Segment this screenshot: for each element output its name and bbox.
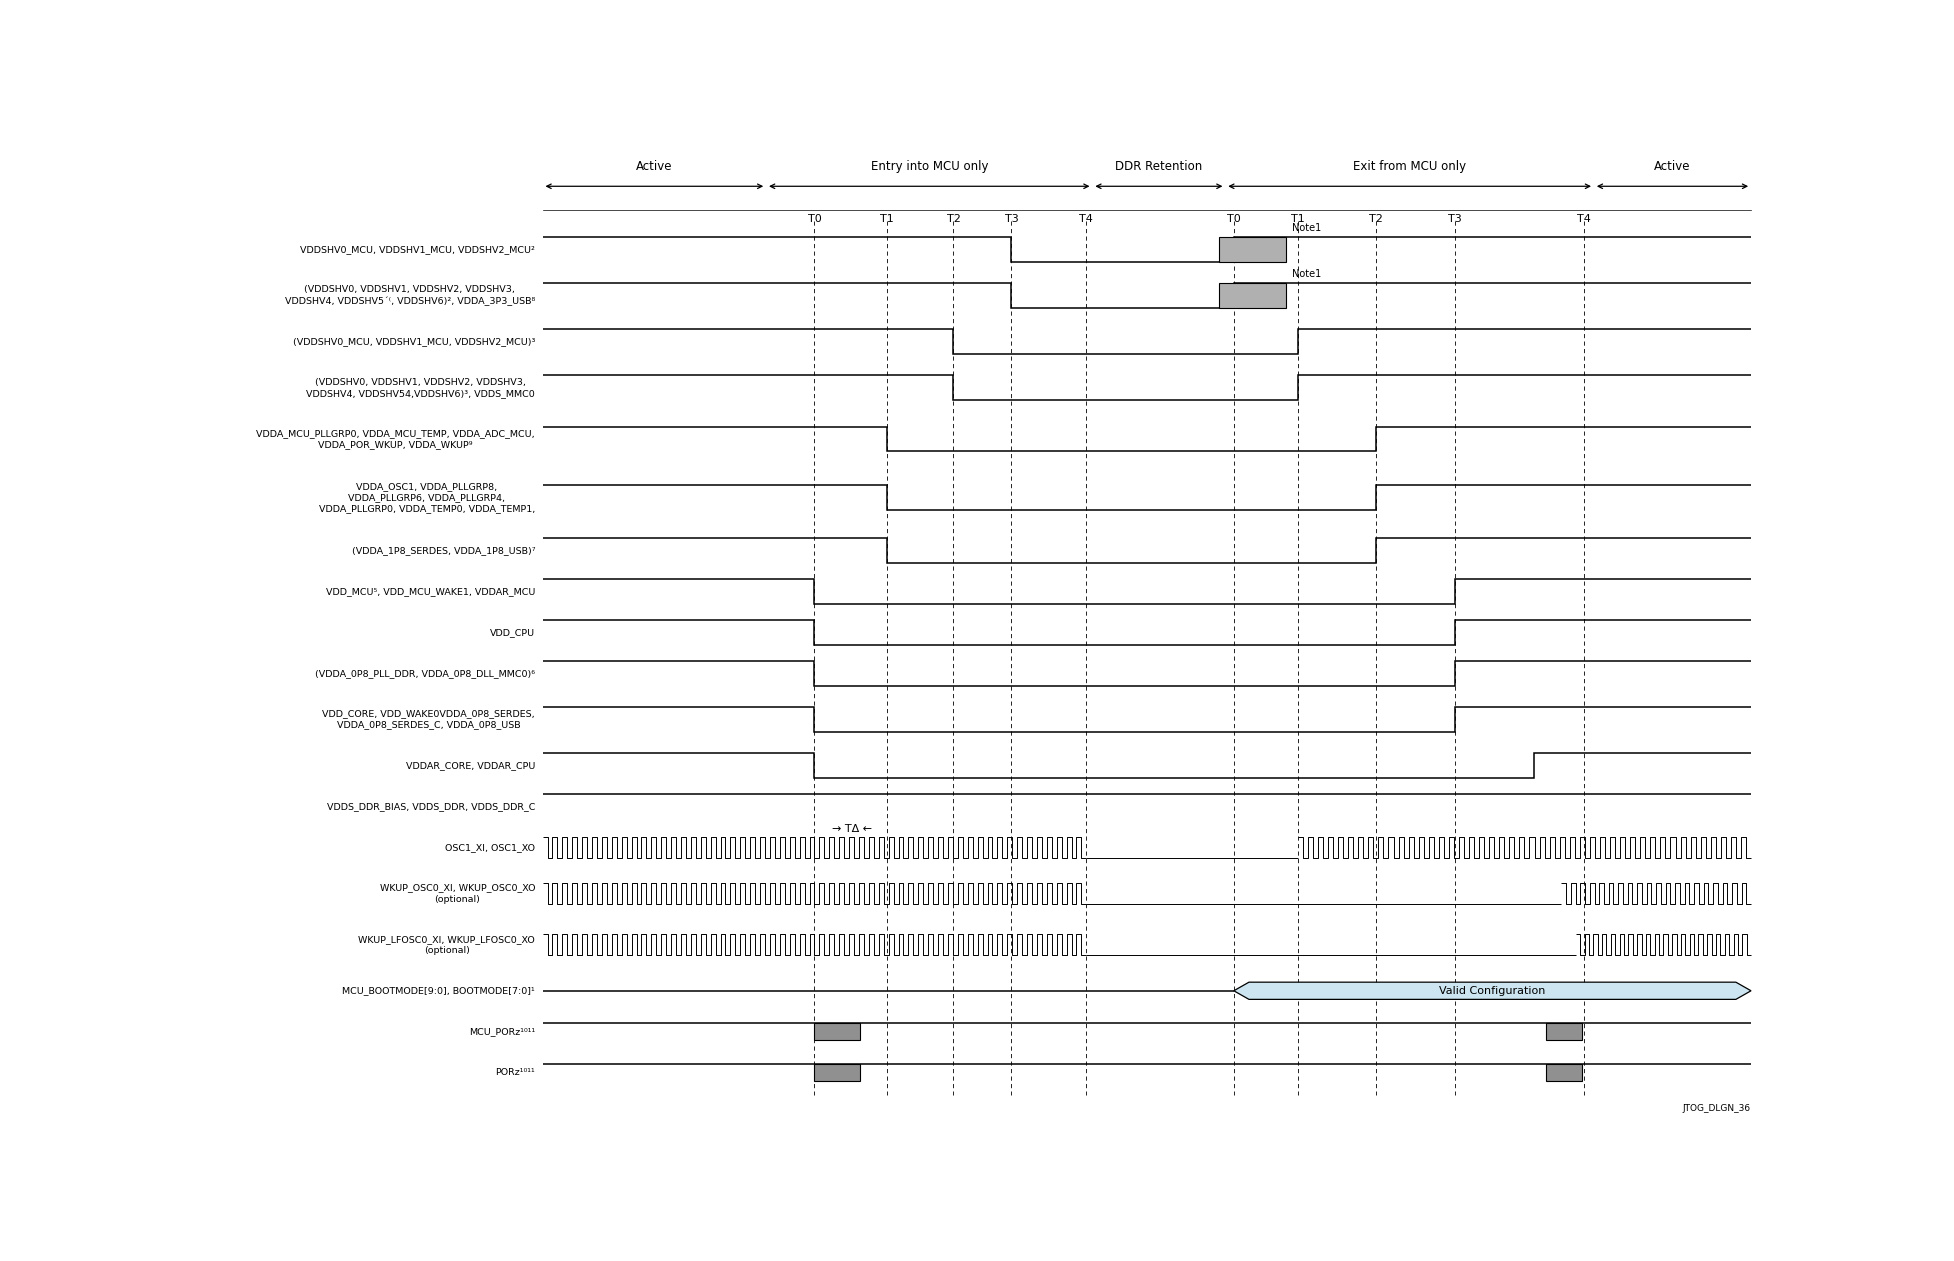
Text: VDD_MCU⁵, VDD_MCU_WAKE1, VDDAR_MCU: VDD_MCU⁵, VDD_MCU_WAKE1, VDDAR_MCU: [326, 586, 535, 596]
Text: VDD_CPU: VDD_CPU: [490, 628, 535, 637]
Text: T2: T2: [946, 214, 959, 224]
Text: Active: Active: [637, 160, 672, 173]
Text: (VDDA_1P8_SERDES, VDDA_1P8_USB)⁷: (VDDA_1P8_SERDES, VDDA_1P8_USB)⁷: [352, 546, 535, 555]
Polygon shape: [1233, 982, 1751, 1000]
Text: T2: T2: [1370, 214, 1383, 224]
Bar: [1219, 237, 1286, 262]
Text: PORz¹⁰¹¹: PORz¹⁰¹¹: [494, 1068, 535, 1077]
Text: VDDAR_CORE, VDDAR_CPU: VDDAR_CORE, VDDAR_CPU: [406, 762, 535, 770]
Text: T1: T1: [1292, 214, 1305, 224]
Text: DDR Retention: DDR Retention: [1116, 160, 1202, 173]
Text: VDD_CORE, VDD_WAKE0VDDA_0P8_SERDES,
VDDA_0P8_SERDES_C, VDDA_0P8_USB: VDD_CORE, VDD_WAKE0VDDA_0P8_SERDES, VDDA…: [322, 710, 535, 730]
Text: → TΔ ←: → TΔ ←: [832, 823, 871, 834]
Text: MCU_PORz¹⁰¹¹: MCU_PORz¹⁰¹¹: [469, 1028, 535, 1037]
Text: MCU_BOOTMODE[9:0], BOOTMODE[7:0]¹: MCU_BOOTMODE[9:0], BOOTMODE[7:0]¹: [342, 986, 535, 995]
Text: T4: T4: [1577, 214, 1591, 224]
Text: (VDDSHV0_MCU, VDDSHV1_MCU, VDDSHV2_MCU)³: (VDDSHV0_MCU, VDDSHV1_MCU, VDDSHV2_MCU)³: [293, 337, 535, 346]
Bar: [815, 1064, 860, 1081]
Text: VDDA_OSC1, VDDA_PLLGRP8,
VDDA_PLLGRP6, VDDA_PLLGRP4,
VDDA_PLLGRP0, VDDA_TEMP0, V: VDDA_OSC1, VDDA_PLLGRP8, VDDA_PLLGRP6, V…: [319, 482, 535, 513]
Text: Exit from MCU only: Exit from MCU only: [1352, 160, 1466, 173]
Text: Note1: Note1: [1292, 223, 1321, 233]
Text: VDDA_MCU_PLLGRP0, VDDA_MCU_TEMP, VDDA_ADC_MCU,
VDDA_POR_WKUP, VDDA_WKUP⁹: VDDA_MCU_PLLGRP0, VDDA_MCU_TEMP, VDDA_AD…: [256, 429, 535, 449]
Text: VDDSHV0_MCU, VDDSHV1_MCU, VDDSHV2_MCU²: VDDSHV0_MCU, VDDSHV1_MCU, VDDSHV2_MCU²: [301, 245, 535, 253]
Text: JTOG_DLGN_36: JTOG_DLGN_36: [1682, 1103, 1751, 1112]
Text: Valid Configuration: Valid Configuration: [1440, 986, 1546, 996]
Text: (VDDSHV0, VDDSHV1, VDDSHV2, VDDSHV3,
VDDSHV4, VDDSHV5´⁽, VDDSHV6)², VDDA_3P3_USB: (VDDSHV0, VDDSHV1, VDDSHV2, VDDSHV3, VDD…: [285, 285, 535, 306]
Text: T3: T3: [1004, 214, 1018, 224]
Text: WKUP_OSC0_XI, WKUP_OSC0_XO
(optional): WKUP_OSC0_XI, WKUP_OSC0_XO (optional): [379, 884, 535, 904]
Bar: [1546, 1023, 1583, 1040]
Text: T4: T4: [1079, 214, 1094, 224]
Bar: [1546, 1064, 1583, 1081]
Text: T3: T3: [1448, 214, 1462, 224]
Text: T1: T1: [879, 214, 893, 224]
Text: Active: Active: [1655, 160, 1690, 173]
Text: Entry into MCU only: Entry into MCU only: [871, 160, 989, 173]
Text: VDDS_DDR_BIAS, VDDS_DDR, VDDS_DDR_C: VDDS_DDR_BIAS, VDDS_DDR, VDDS_DDR_C: [326, 802, 535, 811]
Text: (VDDA_0P8_PLL_DDR, VDDA_0P8_DLL_MMC0)⁶: (VDDA_0P8_PLL_DDR, VDDA_0P8_DLL_MMC0)⁶: [315, 668, 535, 678]
Text: T0: T0: [1227, 214, 1241, 224]
Text: OSC1_XI, OSC1_XO: OSC1_XI, OSC1_XO: [446, 842, 535, 852]
Text: Note1: Note1: [1292, 270, 1321, 280]
Text: WKUP_LFOSC0_XI, WKUP_LFOSC0_XO
(optional): WKUP_LFOSC0_XI, WKUP_LFOSC0_XO (optional…: [358, 934, 535, 955]
Text: T0: T0: [807, 214, 821, 224]
Bar: [815, 1023, 860, 1040]
Text: (VDDSHV0, VDDSHV1, VDDSHV2, VDDSHV3,
VDDSHV4, VDDSHV54,VDDSHV6)³, VDDS_MMC0: (VDDSHV0, VDDSHV1, VDDSHV2, VDDSHV3, VDD…: [307, 377, 535, 397]
Bar: [1219, 284, 1286, 308]
